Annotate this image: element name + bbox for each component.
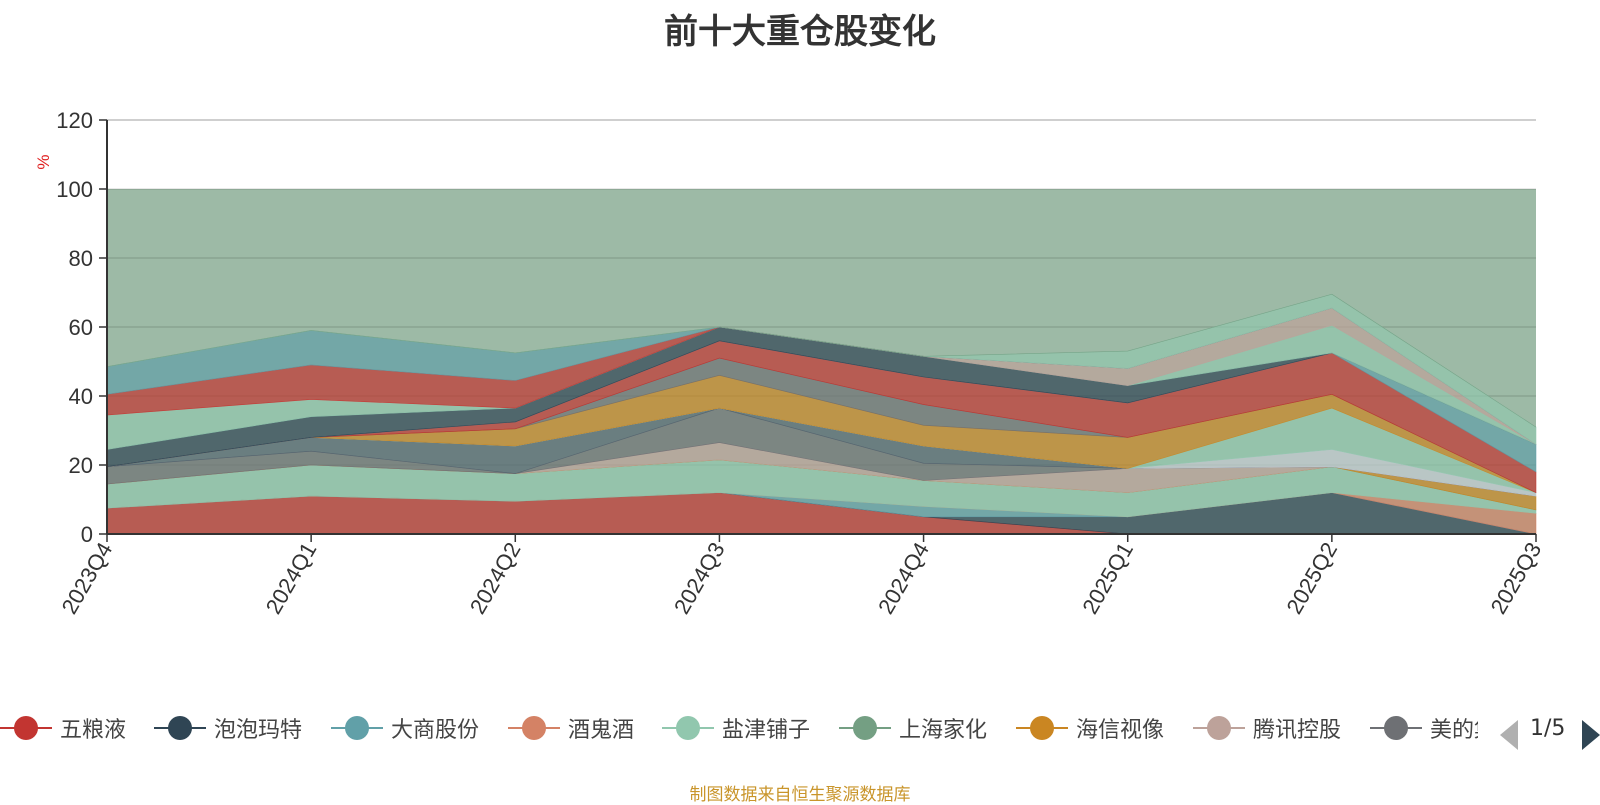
y-tick-label: 80 <box>69 246 93 271</box>
legend-label: 腾讯控股 <box>1253 718 1342 743</box>
legend-marker-icon <box>839 715 891 741</box>
x-tick-label: 2025Q2 <box>1281 538 1342 618</box>
y-tick-label: 40 <box>69 384 93 409</box>
stacked-areas <box>106 293 1537 535</box>
legend-item[interactable]: 上海家化 <box>839 708 987 748</box>
y-tick-label: 0 <box>81 522 93 547</box>
y-tick-label: 20 <box>69 453 93 478</box>
legend-marker-icon <box>0 715 52 741</box>
y-tick-label: 60 <box>69 315 93 340</box>
legend-label: 海信视像 <box>1076 718 1165 743</box>
legend-marker-icon <box>508 715 560 741</box>
chart-area: 0 20 40 60 80 100 120 2023Q4 2024Q1 2024Q2 2024Q3 2… <box>34 108 1547 618</box>
legend-item[interactable]: 大商股份 <box>331 708 479 748</box>
legend-label: 大商股份 <box>391 718 480 743</box>
legend-label: 上海家化 <box>899 718 988 743</box>
legend-label: 美的集团 <box>1430 718 1478 743</box>
y-tick-label: 120 <box>56 108 93 133</box>
y-axis-unit: % <box>34 154 53 169</box>
legend-item[interactable]: 酒鬼酒 <box>508 708 634 748</box>
legend-item[interactable]: 盐津铺子 <box>662 708 810 748</box>
legend-item[interactable]: 腾讯控股 <box>1193 708 1341 748</box>
legend-prev-page-icon[interactable] <box>1500 720 1518 750</box>
x-tick-label: 2024Q4 <box>873 538 934 618</box>
legend-marker-icon <box>662 715 714 741</box>
legend-items: 五粮液 泡泡玛特 大商股份 酒鬼酒 盐津铺子 上海家化 海信视像 腾讯控股 美的集团 <box>0 708 1478 748</box>
legend-label: 盐津铺子 <box>722 718 811 743</box>
x-tick-label: 2025Q3 <box>1486 538 1547 618</box>
legend-label: 五粮液 <box>60 718 127 743</box>
legend-marker-icon <box>1016 715 1068 741</box>
legend: 五粮液 泡泡玛特 大商股份 酒鬼酒 盐津铺子 上海家化 海信视像 腾讯控股 美的集团 1/5 <box>0 708 1600 750</box>
legend-label: 泡泡玛特 <box>214 718 303 743</box>
legend-next-page-icon[interactable] <box>1582 720 1600 750</box>
legend-item[interactable]: 五粮液 <box>0 708 126 748</box>
legend-marker-icon <box>1193 715 1245 741</box>
legend-item[interactable]: 海信视像 <box>1016 708 1164 748</box>
x-tick-label: 2025Q1 <box>1077 538 1138 618</box>
source-note: 制图数据来自恒生聚源数据库 <box>689 785 911 805</box>
legend-page-indicator: 1/5 <box>1530 716 1566 741</box>
legend-label: 酒鬼酒 <box>568 718 635 743</box>
x-tick-label: 2024Q1 <box>261 538 322 618</box>
legend-item[interactable]: 美的集团 <box>1370 708 1478 748</box>
y-tick-label: 100 <box>56 177 93 202</box>
area-series-22 <box>106 293 1537 428</box>
legend-item[interactable]: 泡泡玛特 <box>154 708 302 748</box>
legend-marker-icon <box>331 715 383 741</box>
legend-marker-icon <box>1370 715 1422 741</box>
x-tick-label: 2023Q4 <box>57 538 118 618</box>
legend-marker-icon <box>154 715 206 741</box>
x-tick-label: 2024Q2 <box>465 538 526 618</box>
x-tick-label: 2024Q3 <box>669 538 730 618</box>
chart-title: 前十大重仓股变化 <box>664 12 936 52</box>
